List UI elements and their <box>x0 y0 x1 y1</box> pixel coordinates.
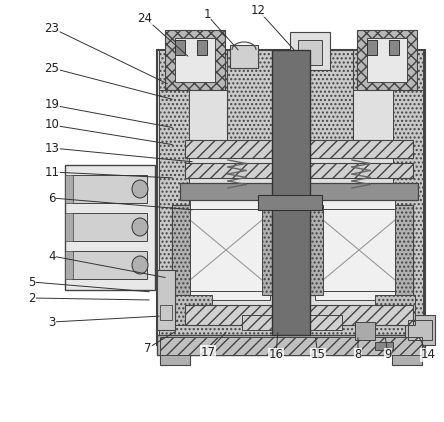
Bar <box>185 163 413 178</box>
Text: 11: 11 <box>44 165 59 179</box>
Text: 5: 5 <box>28 276 36 289</box>
Bar <box>395 205 413 295</box>
Bar <box>65 251 73 279</box>
Bar <box>180 183 418 200</box>
Text: 10: 10 <box>44 119 59 132</box>
Text: 6: 6 <box>48 192 56 205</box>
Text: 12: 12 <box>250 3 266 16</box>
Ellipse shape <box>132 218 148 236</box>
Bar <box>190 200 270 300</box>
Text: 15: 15 <box>310 349 325 362</box>
Bar <box>375 342 393 350</box>
Bar <box>315 200 395 300</box>
Bar <box>172 205 280 295</box>
Bar <box>175 38 215 82</box>
Text: 25: 25 <box>44 62 59 75</box>
Bar <box>272 50 310 335</box>
Bar <box>258 195 322 210</box>
Bar <box>262 205 280 295</box>
Bar <box>355 322 375 340</box>
Bar <box>185 140 413 158</box>
Bar <box>159 50 423 90</box>
Text: 8: 8 <box>354 349 362 362</box>
Text: 4: 4 <box>48 249 56 262</box>
Bar <box>160 305 172 320</box>
Bar <box>172 295 212 325</box>
Bar <box>157 50 425 345</box>
Bar <box>176 209 276 291</box>
Bar <box>72 175 147 203</box>
Bar <box>185 305 413 325</box>
Bar <box>305 205 323 295</box>
Bar <box>392 350 422 365</box>
Bar <box>159 315 423 345</box>
Bar <box>165 30 225 90</box>
Bar <box>298 40 322 65</box>
Bar <box>157 270 175 330</box>
Bar <box>157 335 425 355</box>
Bar <box>160 350 190 365</box>
Bar <box>159 90 189 315</box>
Bar <box>175 40 185 55</box>
Bar <box>65 165 155 290</box>
Bar <box>375 295 415 325</box>
Text: 13: 13 <box>44 141 59 154</box>
Bar <box>197 40 207 55</box>
Bar <box>389 40 399 55</box>
Bar <box>160 337 422 355</box>
Bar <box>230 45 258 68</box>
Text: 7: 7 <box>144 341 152 354</box>
Bar <box>172 205 190 295</box>
Bar <box>405 315 435 345</box>
Ellipse shape <box>132 180 148 198</box>
Bar <box>65 213 73 241</box>
Ellipse shape <box>132 256 148 274</box>
Bar <box>227 50 353 145</box>
Text: 9: 9 <box>384 349 392 362</box>
Text: 2: 2 <box>28 292 36 305</box>
Text: 1: 1 <box>203 8 211 22</box>
Text: 17: 17 <box>201 346 215 359</box>
Text: 14: 14 <box>420 349 436 362</box>
Bar <box>357 30 417 90</box>
Bar <box>65 175 73 203</box>
Bar <box>367 40 377 55</box>
Text: 24: 24 <box>138 11 152 24</box>
Bar <box>242 315 342 330</box>
Text: 23: 23 <box>44 22 59 35</box>
Text: 16: 16 <box>269 349 284 362</box>
Bar <box>72 251 147 279</box>
Bar <box>367 38 407 82</box>
Bar <box>393 90 423 315</box>
Bar <box>408 320 432 340</box>
Bar <box>290 32 330 70</box>
Bar <box>309 209 409 291</box>
Text: 3: 3 <box>48 316 56 328</box>
Bar <box>305 205 413 295</box>
Text: 19: 19 <box>44 98 59 111</box>
Bar <box>72 213 147 241</box>
